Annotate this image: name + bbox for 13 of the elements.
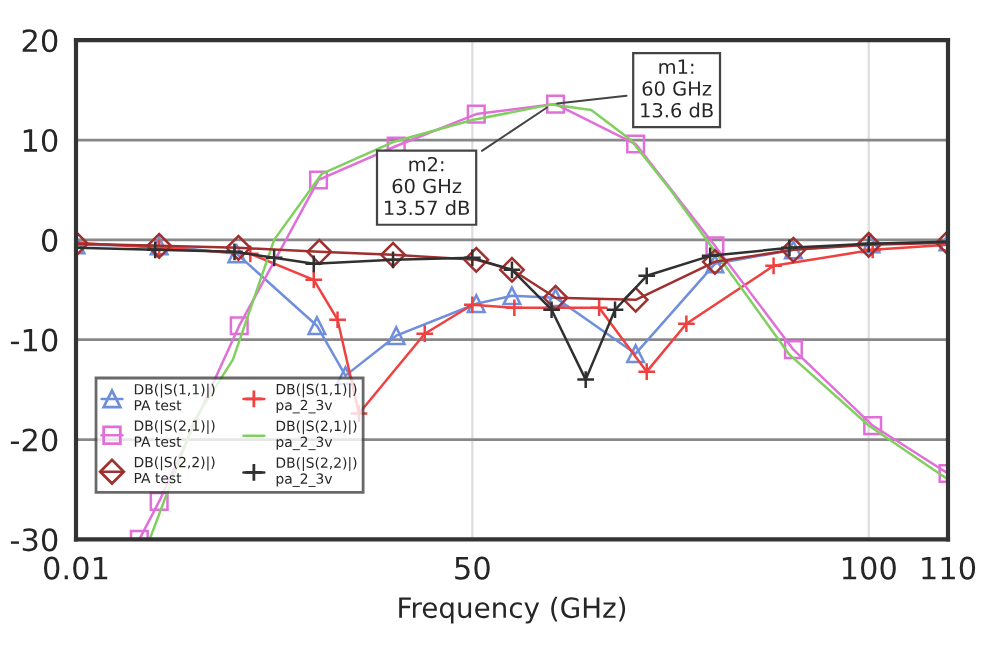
x-tick-label: 0.01: [44, 556, 108, 580]
annotation: m2: 60 GHz 13.57 dB: [384, 156, 469, 216]
y-tick-label: 10: [23, 128, 58, 153]
y-tick-label: -30: [10, 528, 58, 552]
annotation: m1: 60 GHz 13.6 dB: [641, 59, 713, 118]
x-tick-label: 100: [842, 556, 896, 580]
x-axis-title: Frequency (GHz): [399, 596, 626, 624]
y-tick-label: 0: [41, 228, 58, 252]
x-tick-label: 50: [455, 556, 490, 580]
y-tick-label: -10: [10, 328, 58, 352]
y-tick-label: -20: [10, 428, 58, 452]
y-tick-label: 20: [22, 29, 58, 53]
x-tick-label: 110: [922, 556, 976, 580]
